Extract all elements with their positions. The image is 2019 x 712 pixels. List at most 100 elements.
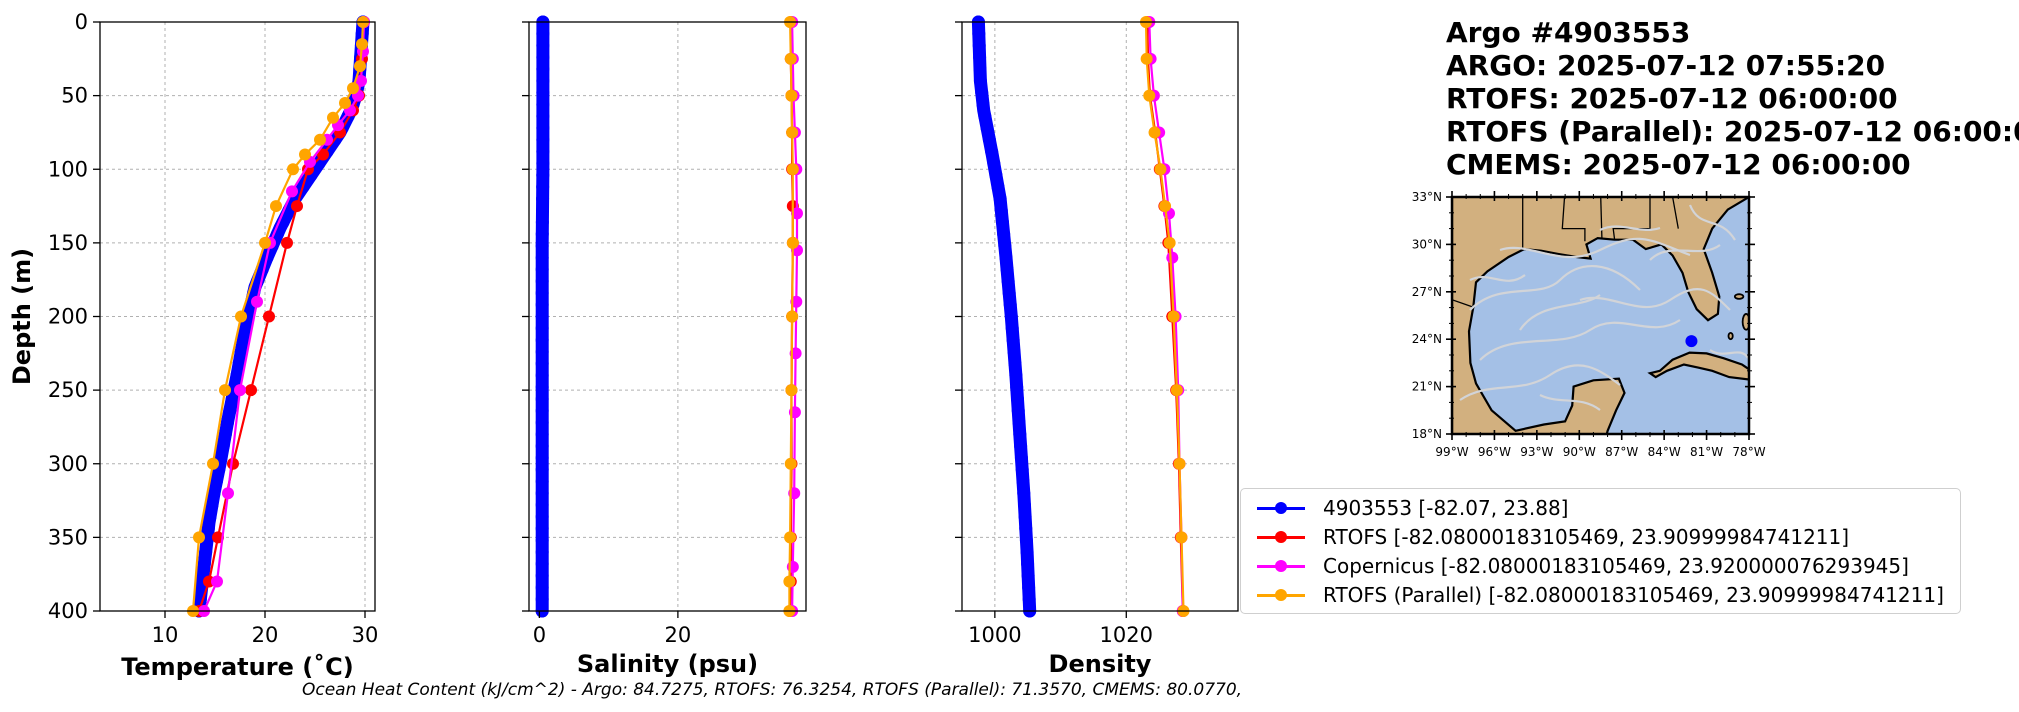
data-point xyxy=(972,39,986,53)
data-point xyxy=(209,474,223,488)
data-point xyxy=(536,192,550,206)
data-point xyxy=(535,298,549,312)
y-tick-label: 250 xyxy=(48,378,88,402)
legend-entry: 4903553 [-82.07, 23.88] xyxy=(1241,493,1568,523)
streamline xyxy=(1459,364,1621,401)
lon-label: 84°W xyxy=(1648,445,1681,459)
data-point xyxy=(251,295,263,308)
data-point xyxy=(535,380,549,394)
data-point xyxy=(239,321,253,335)
y-tick-label: 50 xyxy=(61,84,88,108)
data-point xyxy=(1159,200,1172,213)
data-point xyxy=(535,427,549,441)
data-point xyxy=(976,97,990,111)
data-point xyxy=(234,345,248,359)
x-tick-label: 20 xyxy=(665,623,692,647)
data-point xyxy=(1012,416,1026,430)
data-point xyxy=(218,427,232,441)
data-point xyxy=(535,274,549,288)
data-point xyxy=(299,148,311,161)
data-point xyxy=(197,557,211,571)
data-point xyxy=(980,121,994,135)
land-cuba xyxy=(1647,351,1749,381)
lon-label: 81°W xyxy=(1690,445,1723,459)
data-point xyxy=(535,557,549,571)
data-point xyxy=(287,163,299,176)
location-map: 33°N 30°N 27°N 24°N 21°N 18°N 99°W 96°W 93°W 90°W… xyxy=(1412,190,1766,459)
data-point xyxy=(219,384,231,397)
data-point xyxy=(536,109,550,123)
data-point xyxy=(1170,384,1183,397)
data-point xyxy=(783,575,796,588)
data-point xyxy=(327,111,339,124)
data-point xyxy=(220,416,234,430)
data-point xyxy=(994,203,1008,217)
lat-label: 30°N xyxy=(1412,237,1442,251)
data-point xyxy=(1001,274,1015,288)
series-line xyxy=(1144,21,1185,612)
data-point xyxy=(535,416,549,430)
data-point xyxy=(989,168,1003,182)
data-point xyxy=(535,333,549,347)
float-marker xyxy=(1685,335,1698,348)
data-point xyxy=(223,404,237,418)
lon-label: 78°W xyxy=(1732,445,1765,459)
data-point xyxy=(354,60,366,73)
state-border xyxy=(1561,197,1586,242)
y-axis-label: Depth (m) xyxy=(8,248,36,385)
temperature-panel: 10 20 30050100150200250300350400Temperatur… xyxy=(8,10,378,681)
state-border xyxy=(1671,197,1679,229)
streamline xyxy=(1688,204,1736,241)
data-point xyxy=(1017,486,1031,500)
data-point xyxy=(535,392,549,406)
data-point xyxy=(535,357,549,371)
data-point xyxy=(536,62,550,76)
data-point xyxy=(1017,498,1031,512)
lon-label: 96°W xyxy=(1478,445,1511,459)
data-point xyxy=(985,145,999,159)
data-point xyxy=(536,86,550,100)
data-point xyxy=(790,207,803,220)
data-point xyxy=(205,498,219,512)
streamline xyxy=(1649,244,1721,261)
data-point xyxy=(973,74,987,88)
data-point xyxy=(347,82,359,95)
lat-label: 33°N xyxy=(1412,190,1442,204)
data-point xyxy=(535,227,549,241)
salinity-panel: 0 20 Salinity (psu) xyxy=(522,15,807,678)
streamline xyxy=(1579,288,1731,311)
data-point xyxy=(1148,126,1161,139)
header-block: Argo #4903553 ARGO: 2025-07-12 07:55:20 … xyxy=(1446,16,2019,181)
legend-swatch xyxy=(1257,493,1305,523)
data-point xyxy=(234,384,246,397)
data-point xyxy=(786,163,799,176)
streamline xyxy=(1469,274,1526,282)
streamline xyxy=(1519,294,1601,331)
data-point xyxy=(535,262,549,276)
data-point xyxy=(535,510,549,524)
lat-label: 18°N xyxy=(1412,427,1442,441)
data-point xyxy=(286,185,298,198)
land-north-america xyxy=(1452,197,1749,434)
data-point xyxy=(1019,522,1033,536)
x-tick-label: 30 xyxy=(352,623,379,647)
y-tick-label: 0 xyxy=(75,10,88,34)
data-point xyxy=(1021,569,1035,583)
data-point xyxy=(982,133,996,147)
lon-label: 99°W xyxy=(1435,445,1468,459)
data-point xyxy=(786,236,799,249)
data-point xyxy=(203,510,217,524)
data-point xyxy=(987,156,1001,170)
data-point xyxy=(535,569,549,583)
data-point xyxy=(1022,592,1036,606)
data-point xyxy=(1007,345,1021,359)
land-island xyxy=(1727,331,1734,341)
data-point xyxy=(536,156,550,170)
data-point xyxy=(997,227,1011,241)
data-point xyxy=(207,486,221,500)
data-point xyxy=(1140,52,1153,65)
data-point xyxy=(535,533,549,547)
y-tick-label: 100 xyxy=(48,157,88,181)
x-axis-label: Temperature (˚C) xyxy=(121,653,354,681)
data-point xyxy=(535,239,549,253)
